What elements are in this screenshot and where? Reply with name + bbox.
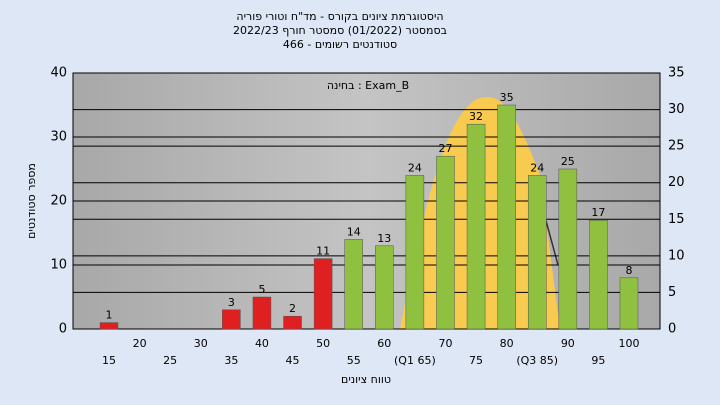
- data-label: 32: [469, 110, 483, 123]
- data-label: 5: [258, 283, 265, 296]
- bar: [405, 175, 425, 330]
- x-tick-label: 80: [500, 337, 514, 350]
- data-label: 25: [561, 155, 575, 168]
- y2-tick-label: 30: [668, 102, 685, 117]
- x-tick-label: (Q1 65): [394, 354, 436, 367]
- bar: [313, 258, 333, 330]
- data-label: 11: [316, 245, 330, 258]
- bar: [436, 155, 455, 330]
- y-tick-label: 0: [59, 322, 67, 337]
- x-tick-label: 30: [194, 337, 208, 350]
- y2-tick-label: 10: [668, 248, 685, 263]
- bar: [558, 168, 578, 330]
- data-label: 24: [408, 161, 422, 174]
- bar: [497, 104, 516, 330]
- data-label: 17: [591, 206, 605, 219]
- data-label: 35: [500, 91, 514, 104]
- x-tick-label: 90: [561, 337, 575, 350]
- bar: [252, 296, 272, 330]
- y-tick-label: 30: [50, 130, 67, 145]
- x-tick-label: (Q3 85): [516, 354, 558, 367]
- bar: [222, 309, 241, 330]
- y2-tick-label: 20: [668, 175, 685, 190]
- x-tick-label: 75: [469, 354, 483, 367]
- bar: [619, 277, 639, 330]
- x-tick-label: 100: [619, 337, 640, 350]
- x-tick-label: 40: [255, 337, 269, 350]
- data-label: 2: [289, 302, 296, 315]
- y2-tick-label: 0: [668, 322, 676, 337]
- y-tick-label: 20: [50, 194, 67, 209]
- x-tick-label: 25: [163, 354, 177, 367]
- bar: [527, 175, 547, 330]
- data-label: 1: [106, 309, 113, 322]
- y2-tick-label: 5: [668, 285, 676, 300]
- y2-tick-label: 15: [668, 212, 685, 227]
- x-tick-label: 35: [224, 354, 238, 367]
- y2-tick-label: 25: [668, 139, 685, 154]
- x-tick-label: 55: [347, 354, 361, 367]
- bar: [589, 219, 608, 330]
- data-label: 3: [228, 296, 235, 309]
- x-tick-label: 95: [591, 354, 605, 367]
- bar: [375, 245, 394, 330]
- x-tick-label: 15: [102, 354, 116, 367]
- x-tick-label: 45: [286, 354, 300, 367]
- data-label: 24: [530, 161, 544, 174]
- bar: [466, 123, 486, 330]
- data-label: 13: [377, 232, 391, 245]
- bar: [283, 315, 302, 330]
- bar: [99, 322, 119, 330]
- bar: [344, 239, 363, 330]
- chart-title: היסטוגרמת ציונים בקורס - מד"ח וטורי פורי…: [236, 10, 443, 23]
- y-tick-label: 10: [50, 258, 67, 273]
- chart-subtitle: סטודנטים רשומים - 466: [283, 38, 397, 51]
- x-axis-label: טווח ציונים: [341, 373, 391, 386]
- data-label: 14: [347, 225, 361, 238]
- x-tick-label: 60: [377, 337, 391, 350]
- x-tick-label: 70: [438, 337, 452, 350]
- y2-tick-label: 35: [668, 66, 685, 81]
- y-tick-label: 40: [50, 66, 67, 81]
- x-tick-label: 50: [316, 337, 330, 350]
- data-label: 27: [438, 142, 452, 155]
- annotation: בחינה : Exam_B: [327, 79, 409, 92]
- y-axis-label: מספר סטודנטים: [25, 163, 38, 239]
- data-label: 8: [626, 264, 633, 277]
- x-tick-label: 20: [133, 337, 147, 350]
- chart-subtitle: בסמסטר (01/2022) סמסטר חורף 2022/23: [233, 24, 447, 37]
